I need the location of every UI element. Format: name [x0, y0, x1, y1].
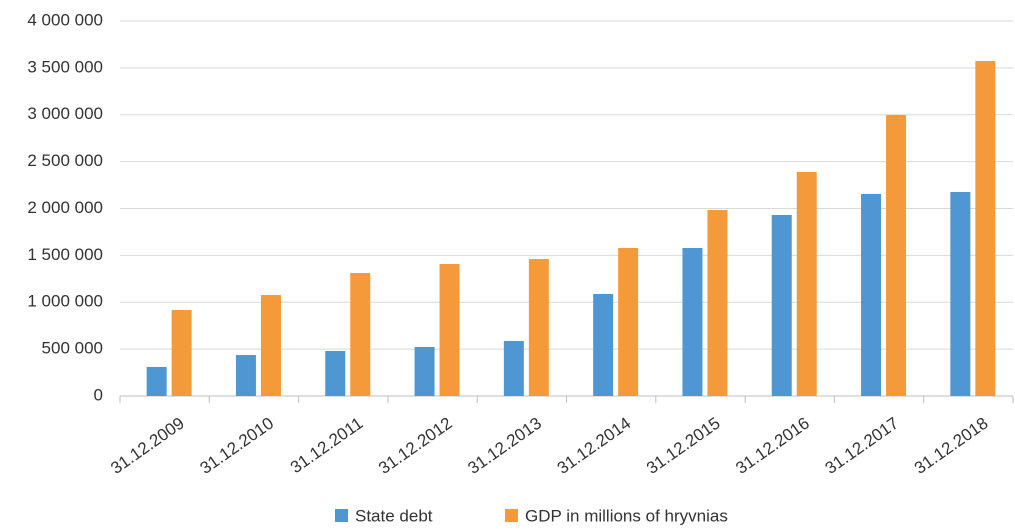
bar	[975, 61, 996, 396]
bar	[325, 351, 346, 396]
y-tick-label: 3 500 000	[27, 57, 103, 76]
y-tick-label: 1 500 000	[27, 245, 103, 264]
x-tick-label: 31.12.2012	[375, 414, 456, 478]
x-tick-label: 31.12.2011	[287, 414, 367, 478]
bar	[771, 214, 792, 396]
legend-swatch	[505, 509, 518, 522]
x-tick-label: 31.12.2010	[197, 414, 278, 478]
y-tick-label: 4 000 000	[27, 10, 103, 29]
bar	[171, 310, 192, 396]
y-tick-label: 500 000	[42, 339, 103, 358]
y-tick-label: 2 000 000	[27, 198, 103, 217]
bar	[528, 259, 549, 396]
legend-label: GDP in millions of hryvnias	[525, 506, 728, 525]
x-tick-label: 31.12.2014	[554, 414, 635, 478]
y-tick-label: 1 000 000	[27, 292, 103, 311]
x-tick-label: 31.12.2017	[822, 414, 903, 478]
bar	[618, 247, 639, 396]
bar	[503, 340, 524, 396]
y-tick-label: 3 000 000	[27, 104, 103, 123]
bar	[593, 294, 614, 396]
x-tick-label: 31.12.2013	[464, 414, 545, 478]
bar	[796, 172, 817, 396]
bar	[707, 210, 728, 396]
bar	[886, 115, 907, 396]
y-tick-label: 2 500 000	[27, 151, 103, 170]
x-tick-label: 31.12.2018	[911, 414, 992, 478]
x-tick-label: 31.12.2016	[732, 414, 813, 478]
bar	[235, 355, 256, 396]
bar	[414, 346, 435, 396]
bar	[146, 366, 167, 396]
bar	[260, 295, 281, 396]
x-tick-label: 31.12.2015	[643, 414, 724, 478]
bar	[861, 193, 882, 396]
legend-swatch	[335, 509, 348, 522]
y-tick-label: 0	[94, 385, 103, 404]
bar	[439, 264, 460, 396]
x-tick-label: 31.12.2009	[107, 414, 188, 478]
bar	[682, 247, 703, 396]
legend-label: State debt	[355, 506, 433, 525]
bar	[950, 192, 971, 396]
bar	[350, 273, 371, 396]
